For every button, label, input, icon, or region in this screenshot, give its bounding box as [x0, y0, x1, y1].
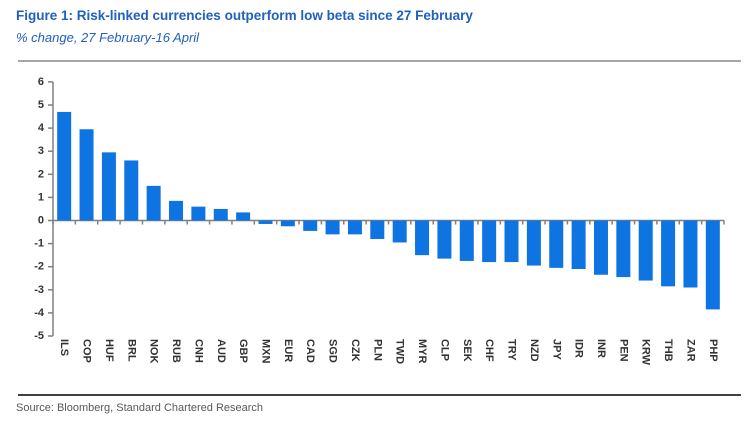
bar-EUR — [280, 220, 295, 227]
figure-title: Figure 1: Risk-linked currencies outperf… — [16, 8, 473, 23]
bar-RUB — [169, 200, 184, 221]
bar-ZAR — [683, 220, 698, 288]
x-label-JPY: JPY — [550, 339, 562, 360]
bar-MYR — [415, 220, 430, 256]
bar-GBP — [236, 212, 251, 221]
y-tick-label-5: 5 — [38, 99, 44, 111]
bar-MXN — [258, 220, 273, 224]
bar-PHP — [705, 220, 720, 310]
x-label-BRL: BRL — [125, 339, 137, 362]
x-label-INR: INR — [595, 339, 607, 358]
bar-SGD — [325, 220, 340, 235]
x-label-MYR: MYR — [416, 339, 428, 364]
bar-SEK — [459, 220, 474, 261]
x-label-COP: COP — [81, 339, 93, 363]
bar-INR — [593, 220, 608, 275]
x-label-HUF: HUF — [103, 339, 115, 362]
bar-COP — [79, 129, 94, 221]
x-label-ZAR: ZAR — [684, 339, 696, 362]
y-tick-label-2: 2 — [38, 168, 44, 180]
bar-BRL — [124, 160, 139, 221]
bar-chart: -5 -4 -3 -2 -1 0 1 2 3 4 5 6 ILS COP HUF BRL NOK RUB CNH AU… — [34, 76, 725, 366]
bar-KRW — [638, 220, 653, 281]
y-tick-label-1: 1 — [38, 191, 44, 203]
y-tick-label--2: -2 — [34, 261, 44, 273]
x-label-AUD: AUD — [215, 339, 227, 363]
x-label-PHP: PHP — [707, 339, 719, 362]
x-label-PLN: PLN — [371, 339, 383, 361]
bar-TRY — [504, 220, 519, 263]
y-tick-label--5: -5 — [34, 330, 44, 342]
x-label-IDR: IDR — [573, 339, 585, 358]
x-label-CLP: CLP — [438, 339, 450, 361]
x-label-NZD: NZD — [528, 339, 540, 362]
y-tick-label-6: 6 — [38, 76, 44, 88]
bar-ILS — [57, 111, 72, 221]
x-label-TRY: TRY — [506, 339, 518, 361]
y-tick-label--4: -4 — [34, 307, 45, 319]
bar-THB — [661, 220, 676, 287]
bar-IDR — [571, 220, 586, 270]
x-label-THB: THB — [662, 339, 674, 362]
x-label-KRW: KRW — [640, 339, 652, 366]
bar-NZD — [526, 220, 541, 266]
x-label-ILS: ILS — [58, 339, 70, 356]
x-label-CAD: CAD — [304, 339, 316, 363]
x-label-CHF: CHF — [483, 339, 495, 362]
y-tick-label-3: 3 — [38, 145, 44, 157]
y-tick-label--1: -1 — [34, 238, 44, 250]
figure-subtitle: % change, 27 February-16 April — [16, 30, 200, 45]
x-label-CZK: CZK — [349, 339, 361, 362]
x-label-TWD: TWD — [394, 339, 406, 364]
bar-PEN — [616, 220, 631, 278]
bar-HUF — [101, 152, 116, 221]
x-label-PEN: PEN — [617, 339, 629, 362]
source-note: Source: Bloomberg, Standard Chartered Re… — [16, 402, 264, 414]
y-tick-label--3: -3 — [34, 284, 44, 296]
bar-CHF — [482, 220, 497, 263]
footer-divider — [18, 394, 741, 396]
bar-CAD — [303, 220, 318, 231]
y-tick-label-0: 0 — [38, 215, 44, 227]
bar-PLN — [370, 220, 385, 239]
y-tick-label-4: 4 — [38, 122, 45, 134]
bar-JPY — [549, 220, 564, 268]
x-label-SGD: SGD — [327, 339, 339, 363]
bar-TWD — [392, 220, 407, 243]
x-label-NOK: NOK — [148, 339, 160, 364]
bar-CZK — [347, 220, 362, 235]
header-divider — [18, 60, 741, 62]
x-label-MXN: MXN — [259, 339, 271, 364]
bar-AUD — [213, 208, 228, 221]
bar-CLP — [437, 220, 452, 259]
x-label-SEK: SEK — [461, 339, 473, 362]
x-label-EUR: EUR — [282, 339, 294, 362]
x-label-CNH: CNH — [192, 339, 204, 363]
bar-CNH — [191, 206, 206, 221]
x-label-GBP: GBP — [237, 339, 249, 363]
x-label-RUB: RUB — [170, 339, 182, 363]
bar-NOK — [146, 185, 161, 221]
